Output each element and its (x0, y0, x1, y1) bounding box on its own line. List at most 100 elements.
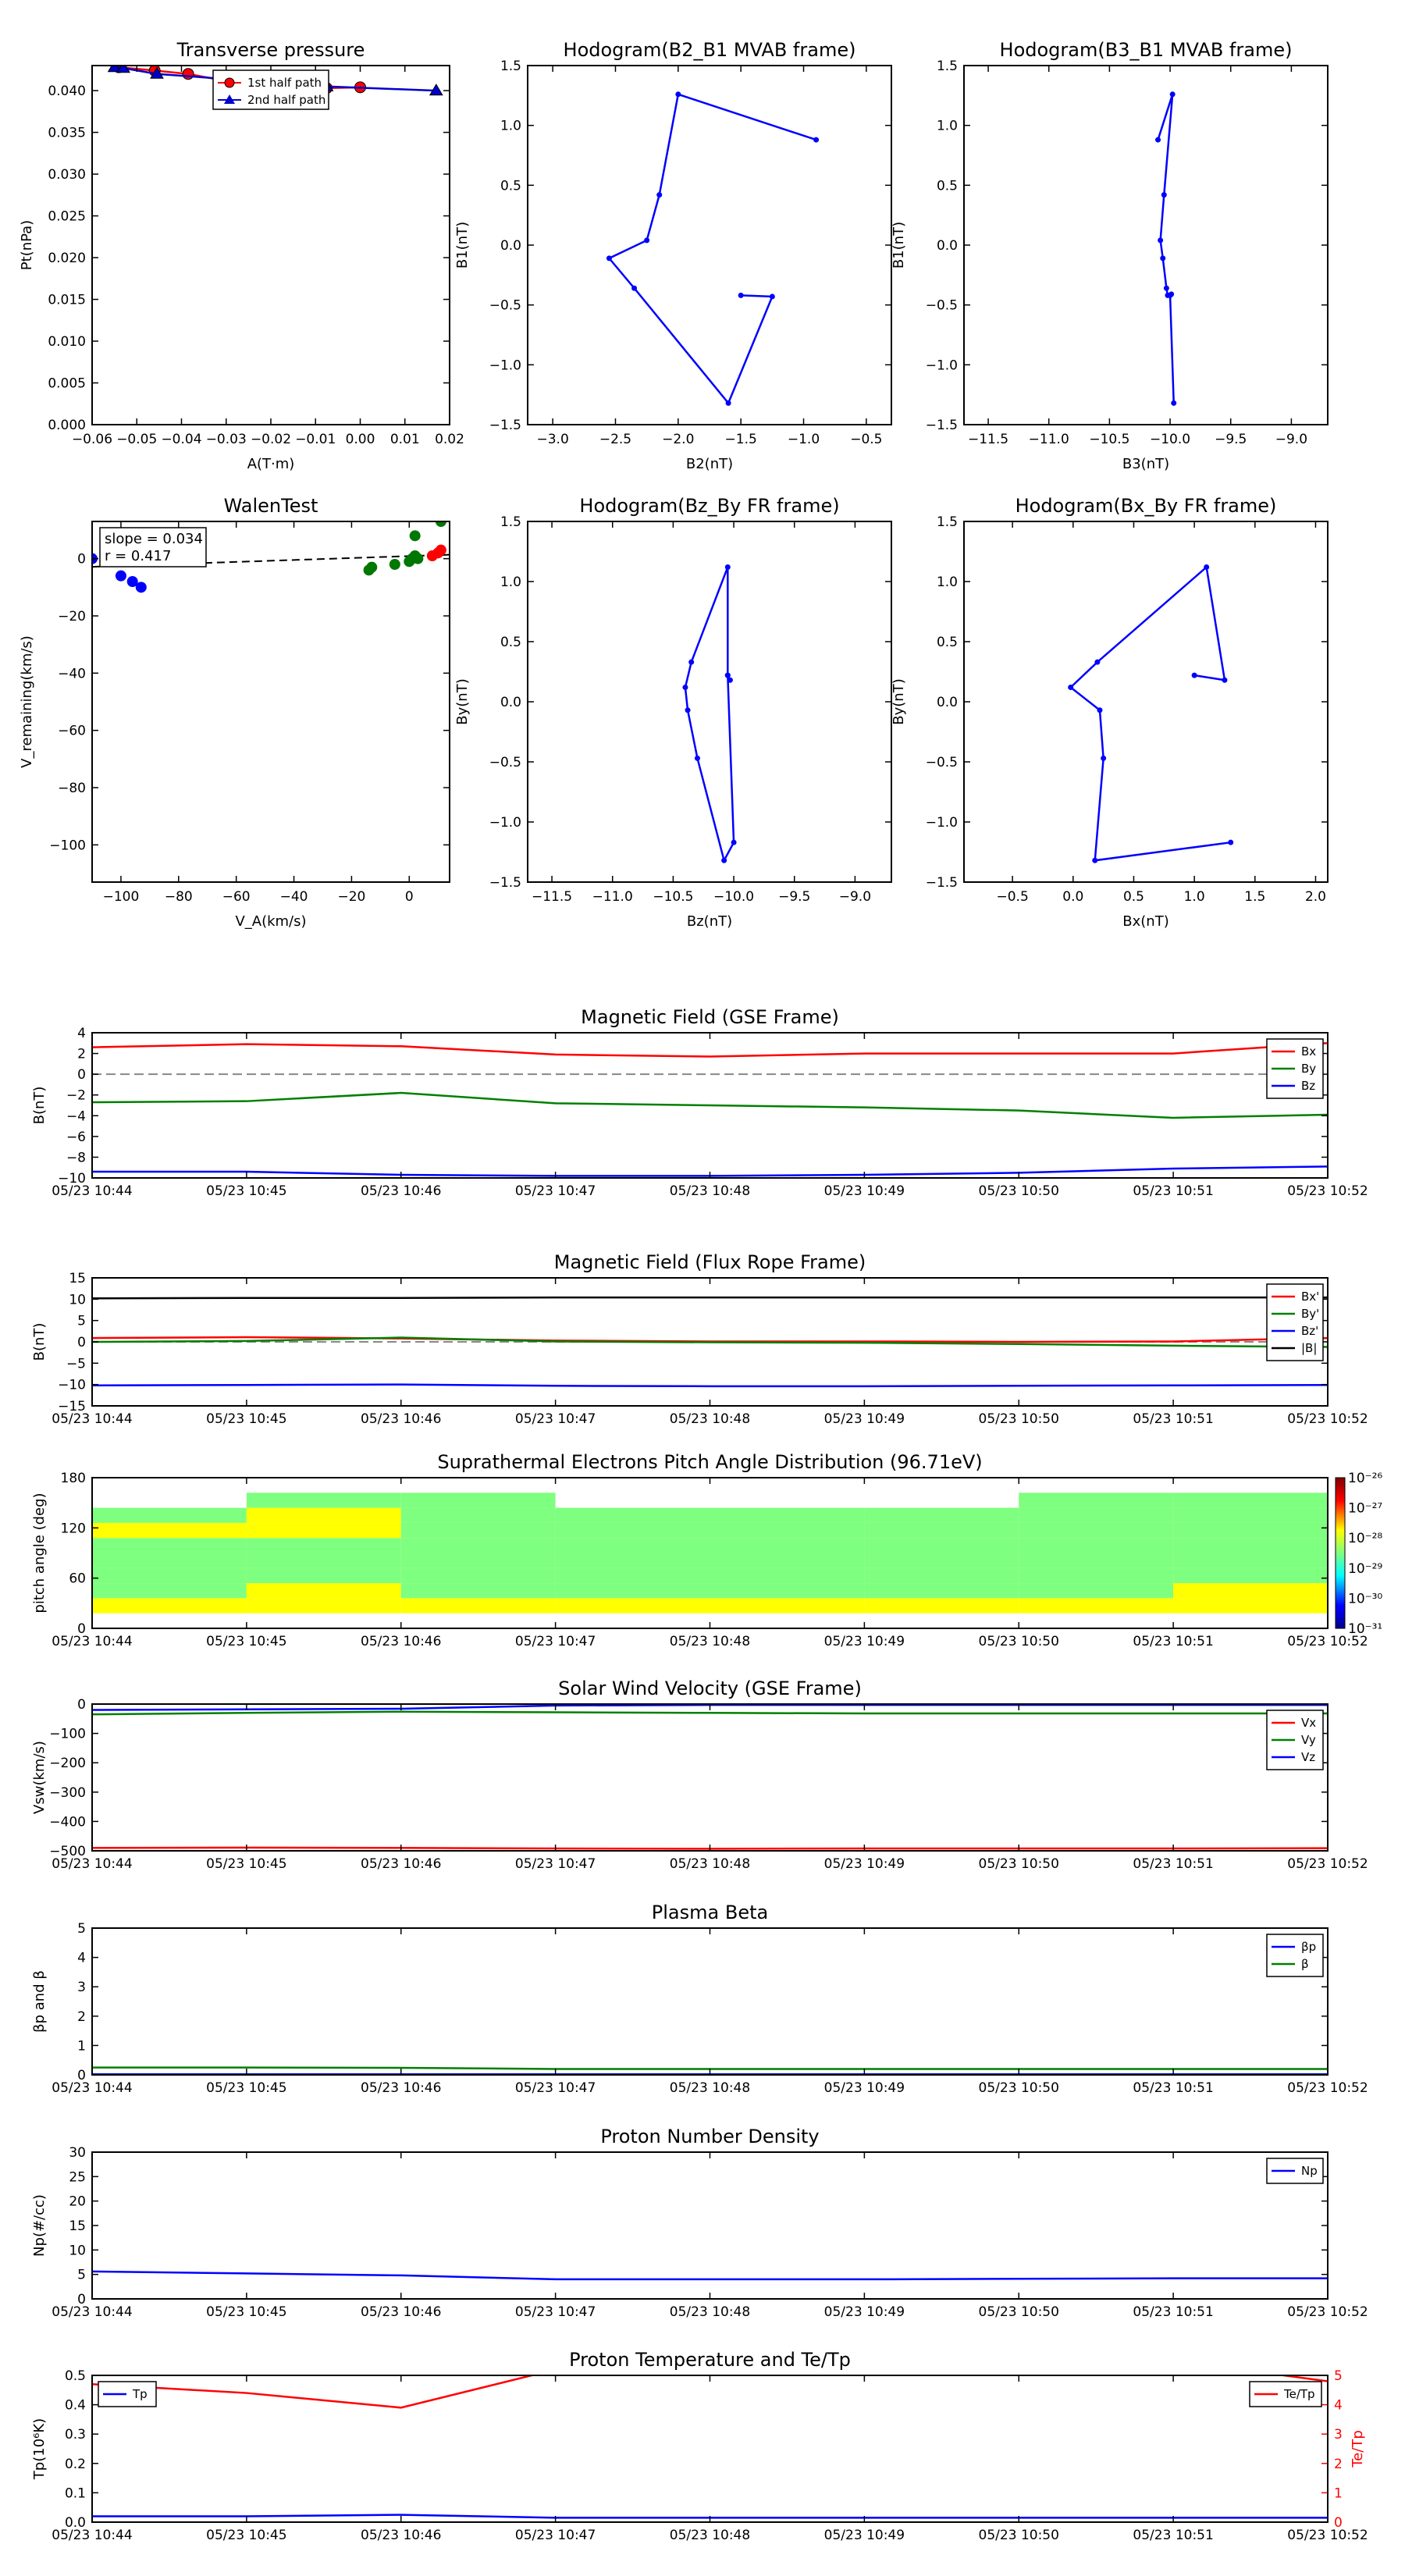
heatmap-cell (864, 1553, 1019, 1568)
data-point (1160, 255, 1166, 262)
chart-np: Proton Number Density 05/23 10:44 05/23 10… (31, 2126, 1368, 2320)
y-tick-label: 0.010 (48, 334, 86, 350)
plot-frame (963, 521, 1329, 883)
x-tick-label: 05/23 10:51 (1133, 1634, 1213, 1649)
x-tick-label: 05/23 10:44 (52, 2080, 132, 2096)
data-point (1155, 137, 1161, 143)
right-tick-label: 5 (1334, 2368, 1343, 2384)
data-point (688, 659, 695, 665)
heatmap-cell (1019, 1567, 1174, 1584)
x-tick-label: 05/23 10:51 (1133, 1856, 1213, 1872)
y-tick-label: 0 (77, 1621, 86, 1637)
x-tick-label: 05/23 10:49 (824, 1634, 905, 1649)
x-tick-label: 05/23 10:51 (1133, 2528, 1213, 2543)
x-tick-label: 05/23 10:50 (979, 2304, 1059, 2320)
y-tick-label: −15 (58, 1399, 86, 1414)
x-tick-label: 05/23 10:46 (361, 1634, 441, 1649)
x-tick-label: 05/23 10:47 (515, 1411, 596, 1427)
x-axis-label: B2(nT) (686, 456, 733, 472)
heatmap-cell (92, 1507, 247, 1523)
chart-title: Hodogram(Bz_By FR frame) (579, 495, 839, 517)
x-tick-label: −3.0 (536, 432, 568, 447)
x-tick-label: 05/23 10:45 (206, 1183, 286, 1199)
heatmap-cell (710, 1507, 865, 1523)
heatmap-cell (555, 1583, 710, 1599)
legend-label: Bz' (1301, 1324, 1318, 1338)
legend-label: By (1301, 1062, 1316, 1076)
x-tick-label: 05/23 10:46 (361, 2528, 441, 2543)
heatmap-cell (92, 1583, 247, 1599)
x-tick-label: 05/23 10:47 (515, 2528, 596, 2543)
heatmap-cell (400, 1522, 556, 1539)
y-tick-label: 1.5 (500, 514, 521, 530)
x-tick-label: 05/23 10:50 (979, 2080, 1059, 2096)
x-tick-label: −60 (222, 889, 251, 905)
heatmap-cell (1173, 1553, 1328, 1568)
x-axis-label: Bz(nT) (687, 913, 732, 930)
x-tick-label: 05/23 10:47 (515, 2080, 596, 2096)
data-point (1097, 707, 1103, 713)
data-point (1228, 839, 1234, 845)
y-tick-label: 0 (77, 552, 86, 568)
heatmap-cell (710, 1522, 865, 1539)
y-axis-label: B(nT) (31, 1087, 48, 1125)
plot-area (92, 2375, 1328, 2519)
x-tick-label: 05/23 10:45 (206, 2304, 286, 2320)
y-tick-label: 0.5 (937, 178, 958, 194)
y-axis-label: Pt(nPa) (19, 220, 35, 270)
y-tick-label: 4 (77, 1951, 86, 1966)
plot-frame (91, 1927, 1329, 2076)
right-tick-label: 4 (1334, 2398, 1343, 2414)
y-tick-label: −10 (58, 1378, 86, 1393)
x-tick-label: 05/23 10:51 (1133, 1183, 1213, 1199)
y-tick-label: −0.5 (489, 755, 521, 770)
y-tick-label: 0.5 (500, 635, 521, 650)
x-tick-label: 0.00 (346, 432, 375, 447)
x-tick-label: 05/23 10:50 (979, 1411, 1059, 1427)
data-point (1158, 237, 1164, 244)
y-tick-label: 0.015 (48, 293, 86, 308)
x-tick-label: 05/23 10:50 (979, 1856, 1059, 1872)
x-tick-label: 05/23 10:52 (1287, 2304, 1368, 2320)
y-tick-label: −20 (58, 609, 86, 624)
data-point (429, 84, 443, 96)
y-tick-label: 1.0 (937, 575, 958, 590)
y-tick-label: −1.0 (926, 815, 958, 831)
chart-title: Proton Number Density (600, 2126, 819, 2147)
right-tick-label: 2 (1334, 2457, 1343, 2472)
heatmap-cell (400, 1507, 556, 1523)
chart-title: Plasma Beta (652, 1902, 768, 1923)
x-tick-label: 0.02 (435, 432, 464, 447)
legend-box (1266, 1934, 1324, 1977)
chart-beta: Plasma Beta 05/23 10:44 05/23 10:45 05/23 1… (31, 1902, 1368, 2096)
y-tick-label: 30 (69, 2145, 86, 2161)
heatmap-cell (1173, 1507, 1328, 1523)
x-axis-label: B3(nT) (1122, 456, 1169, 472)
y-tick-label: 5 (77, 2268, 86, 2283)
y-tick-label: 60 (69, 1571, 86, 1587)
y-axis-label: B(nT) (31, 1323, 48, 1361)
y-tick-label: 0.5 (500, 178, 521, 194)
heatmap-cell (710, 1598, 865, 1614)
plot-frame (91, 2375, 1329, 2523)
heatmap-cell (400, 1538, 556, 1553)
y-tick-label: −200 (49, 1756, 86, 1771)
y-tick-label: 1 (77, 2038, 86, 2054)
x-tick-label: −0.06 (72, 432, 112, 447)
x-tick-label: −1.5 (725, 432, 757, 447)
data-point (1161, 192, 1167, 198)
heatmap-cell (1019, 1493, 1174, 1508)
x-tick-label: 05/23 10:44 (52, 1856, 132, 1872)
legend-label: Vy (1301, 1733, 1316, 1747)
heatmap-cell (710, 1583, 865, 1599)
plot-area (92, 2270, 1328, 2281)
x-tick-label: 05/23 10:46 (361, 2080, 441, 2096)
x-tick-label: 05/23 10:50 (979, 1634, 1059, 1649)
y-tick-label: −0.5 (926, 755, 958, 770)
chart-title: Transverse pressure (176, 39, 365, 61)
x-tick-label: −0.03 (206, 432, 247, 447)
chart-transverse-pressure: Transverse pressure−0.06 −0.05 −0.04 −0.03−… (19, 39, 464, 472)
legend-label: 1st half path (247, 76, 322, 90)
x-tick-label: −11.5 (968, 432, 1008, 447)
